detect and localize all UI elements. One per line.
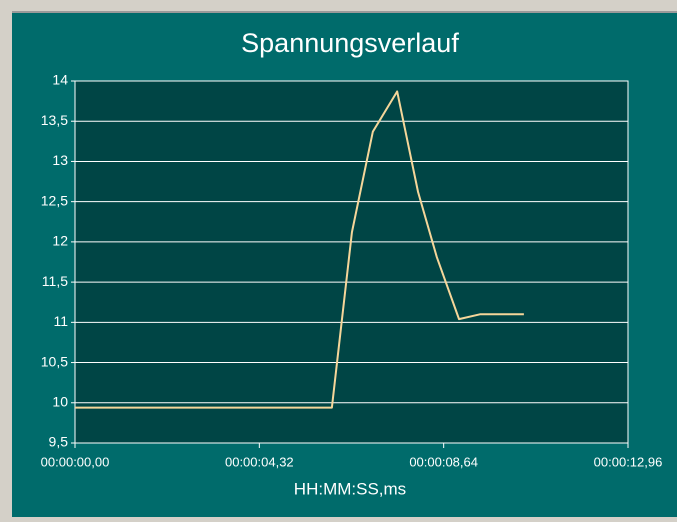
y-tick-label: 13,5 <box>41 112 68 128</box>
x-axis-label: HH:MM:SS,ms <box>294 479 406 498</box>
y-tick-label: 13 <box>52 152 68 168</box>
x-tick-label: 00:00:00,00 <box>41 454 110 469</box>
y-tick-label: 9,5 <box>49 434 69 450</box>
y-tick-label: 10,5 <box>41 353 68 369</box>
y-tick-label: 12,5 <box>41 192 68 208</box>
y-tick-label: 14 <box>52 72 68 88</box>
data-line <box>75 90 524 409</box>
x-tick-label: 00:00:04,32 <box>225 454 294 469</box>
y-tick-label: 12 <box>52 233 68 249</box>
y-tick-label: 11,5 <box>42 273 68 289</box>
x-tick-label: 00:00:12,96 <box>594 454 663 469</box>
x-tick-label: 00:00:08,64 <box>409 454 478 469</box>
y-tick-label: 11 <box>53 313 68 329</box>
plot-area <box>74 80 629 444</box>
y-tick-label: 10 <box>52 393 68 409</box>
chart-title: Spannungsverlauf <box>241 28 459 58</box>
